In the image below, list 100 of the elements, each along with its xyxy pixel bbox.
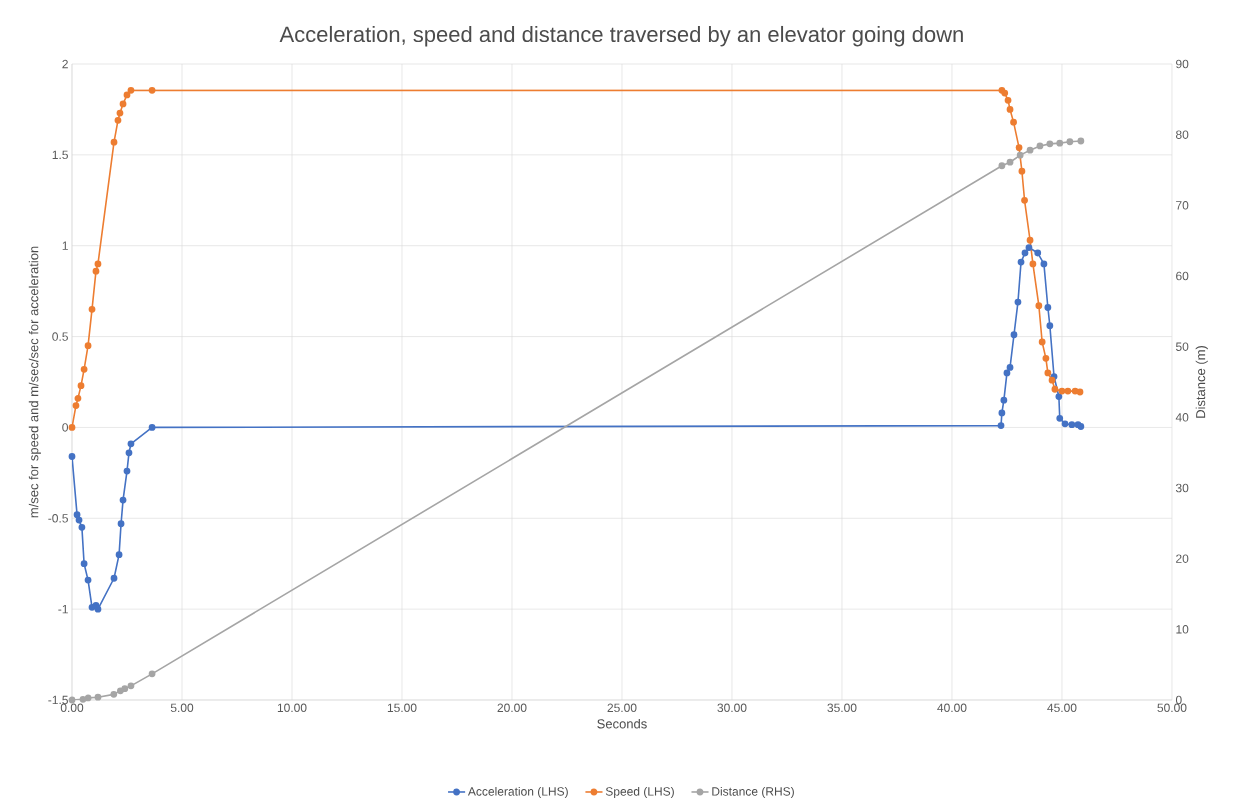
point	[121, 685, 129, 693]
point	[1042, 354, 1050, 362]
point	[123, 467, 131, 475]
point	[1044, 304, 1052, 311]
point	[116, 109, 124, 117]
legend-label: Speed (LHS)	[605, 786, 674, 799]
point	[114, 116, 122, 124]
point	[127, 440, 135, 448]
point	[84, 576, 92, 584]
x-axis-title: Seconds	[597, 718, 647, 729]
point	[1026, 146, 1034, 154]
y-axis-title: m/sec for speed and m/sec/sec for acceleration	[28, 246, 41, 518]
point	[75, 516, 83, 524]
y2-tick-label: 10	[1176, 625, 1189, 634]
point	[117, 520, 125, 528]
y2-tick-label: 30	[1175, 483, 1189, 493]
point	[1046, 322, 1054, 330]
point	[80, 365, 88, 373]
point	[997, 422, 1005, 430]
point	[110, 138, 118, 146]
point	[119, 496, 127, 504]
point	[148, 86, 156, 94]
point	[1025, 244, 1033, 251]
point	[1061, 420, 1069, 428]
x-tick-label: 20.00	[497, 703, 527, 713]
y2-tick-label: 0	[1175, 695, 1182, 705]
point	[1046, 140, 1054, 148]
point	[1006, 364, 1014, 371]
point	[1004, 96, 1012, 104]
point	[1038, 338, 1046, 346]
point	[68, 453, 76, 460]
point	[1006, 106, 1014, 113]
point	[148, 670, 156, 678]
point	[84, 694, 92, 702]
point	[1010, 331, 1018, 339]
x-tick-label: 45.00	[1047, 703, 1077, 713]
point	[1036, 142, 1044, 150]
point	[1056, 139, 1064, 147]
point	[127, 86, 135, 94]
y2-tick-label: 70	[1176, 201, 1189, 210]
point	[92, 267, 100, 275]
point	[1044, 369, 1052, 377]
point	[119, 100, 127, 108]
point	[73, 511, 81, 519]
x-tick-label: 5.00	[170, 703, 194, 713]
point	[110, 574, 118, 582]
point	[79, 695, 87, 703]
y-tick-label: 1.5	[52, 150, 68, 160]
point	[77, 382, 85, 390]
point	[94, 605, 102, 613]
chart-title: Acceleration, speed and distance traversed by an elevator going down	[279, 25, 963, 47]
point	[1076, 388, 1084, 396]
point	[148, 424, 156, 431]
x-tick-label: 15.00	[387, 703, 417, 713]
point	[123, 91, 131, 99]
point	[1048, 376, 1056, 384]
point	[1021, 249, 1029, 257]
y2-tick-label: 50	[1175, 342, 1189, 351]
point	[998, 162, 1006, 170]
point	[117, 687, 124, 695]
point	[1014, 298, 1022, 306]
y2-tick-label: 80	[1176, 130, 1189, 139]
x-tick-label: 10.00	[277, 703, 307, 713]
point	[125, 449, 133, 457]
point	[1058, 387, 1066, 395]
y2-tick-label: 20	[1176, 554, 1189, 563]
x-tick-label: 35.00	[827, 703, 857, 713]
y2-tick-label: 40	[1175, 413, 1189, 422]
y-tick-label: -1	[58, 605, 68, 614]
point	[80, 560, 88, 568]
point	[74, 394, 82, 402]
point	[88, 305, 96, 313]
point	[1066, 138, 1074, 146]
legend-label: Distance (RHS)	[712, 786, 794, 799]
point	[1021, 196, 1028, 204]
x-tick-label: 40.00	[937, 703, 967, 713]
y-tick-label: 1	[62, 241, 68, 250]
point	[115, 551, 123, 559]
point	[1000, 396, 1008, 404]
point	[998, 409, 1006, 417]
point	[72, 402, 80, 410]
point	[84, 342, 92, 350]
point	[94, 693, 102, 701]
point	[1018, 167, 1026, 175]
x-tick-label: 0.00	[60, 703, 84, 713]
point	[94, 260, 102, 268]
point	[1016, 151, 1024, 159]
y-tick-label: 2	[62, 59, 68, 69]
point	[1056, 414, 1064, 422]
point	[1003, 369, 1011, 377]
y2-tick-label: 60	[1176, 271, 1189, 281]
point	[1010, 118, 1017, 126]
point	[1026, 236, 1034, 244]
point	[1017, 258, 1025, 266]
y-tick-label: 0.5	[52, 332, 68, 341]
point	[1077, 137, 1085, 145]
point	[1029, 260, 1037, 268]
point	[1068, 421, 1076, 429]
point	[1015, 144, 1023, 151]
point	[110, 690, 118, 698]
